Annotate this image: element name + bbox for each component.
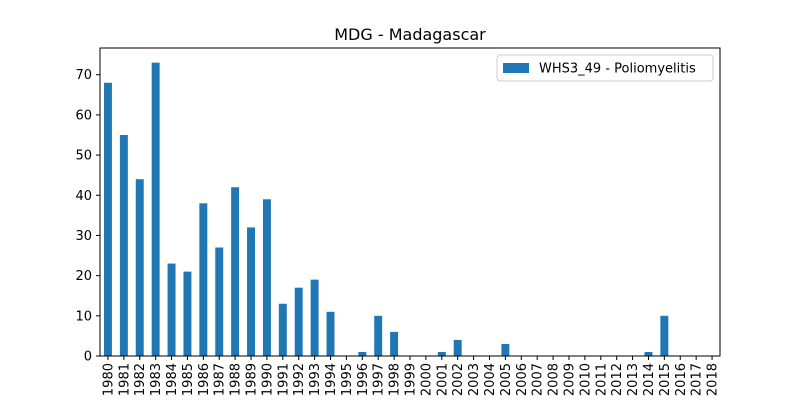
- x-tick-label: 2018: [706, 363, 721, 396]
- x-tick-label: 1985: [181, 363, 196, 396]
- bar-1990: [262, 199, 271, 356]
- bar-1992: [294, 287, 303, 356]
- x-tick-label: 2016: [674, 363, 689, 396]
- y-tick-label: 0: [84, 350, 92, 365]
- legend-swatch: [503, 63, 529, 73]
- chart-title: MDG - Madagascar: [334, 25, 486, 44]
- bar-1997: [374, 315, 383, 356]
- y-tick-label: 30: [75, 229, 92, 244]
- x-tick-label: 2004: [483, 363, 498, 396]
- x-tick-label: 2003: [467, 363, 482, 396]
- x-tick-label: 1998: [388, 363, 403, 396]
- x-tick-label: 1983: [149, 363, 164, 396]
- x-tick-label: 2010: [578, 363, 593, 396]
- y-tick-label: 50: [75, 149, 92, 164]
- plot-frame: [99, 47, 721, 357]
- x-tick-label: 2006: [515, 363, 530, 396]
- x-tick-label: 1988: [229, 363, 244, 396]
- bar-1987: [215, 247, 224, 356]
- x-tick-label: 1984: [165, 363, 180, 396]
- bar-1981: [119, 134, 128, 356]
- bar-2005: [501, 343, 510, 356]
- bar-1980: [103, 82, 112, 356]
- legend-label: WHS3_49 - Poliomyelitis: [539, 62, 696, 77]
- x-tick-label: 2015: [658, 363, 673, 396]
- bar-2002: [453, 339, 462, 356]
- x-tick-label: 1982: [133, 363, 148, 396]
- bar-1998: [390, 331, 399, 356]
- legend-box: [496, 54, 714, 82]
- bar-1984: [167, 263, 176, 356]
- x-tick-label: 2009: [562, 363, 577, 396]
- y-axis: 0 10 20 30 40 50 60 70: [75, 68, 100, 365]
- x-tick-label: 2011: [594, 363, 609, 396]
- y-tick-label: 40: [75, 189, 92, 204]
- x-tick-label: 2000: [419, 363, 434, 396]
- bar-1986: [199, 203, 208, 356]
- x-tick-label: 1993: [308, 363, 323, 396]
- bar-1993: [310, 279, 319, 356]
- x-tick-label: 1987: [213, 363, 228, 396]
- x-tick-label: 2007: [531, 363, 546, 396]
- bars-group: [103, 62, 669, 357]
- x-tick-label: 1989: [245, 363, 260, 396]
- bar-1994: [326, 311, 335, 356]
- bar-1985: [183, 271, 192, 356]
- y-tick-label: 20: [75, 269, 92, 284]
- y-tick-label: 70: [75, 68, 92, 83]
- x-tick-label: 1980: [101, 363, 116, 396]
- y-tick-label: 60: [75, 108, 92, 123]
- x-tick-label: 2017: [690, 363, 705, 396]
- x-tick-label: 1991: [276, 363, 291, 396]
- bar-2015: [660, 315, 669, 356]
- x-tick-label: 1994: [324, 363, 339, 396]
- bar-1988: [231, 187, 240, 356]
- x-tick-label: 2013: [626, 363, 641, 396]
- x-tick-label: 2005: [499, 363, 514, 396]
- x-tick-label: 1997: [372, 363, 387, 396]
- bar-1982: [135, 179, 144, 356]
- x-tick-label: 1999: [404, 363, 419, 396]
- x-tick-label: 2002: [451, 363, 466, 396]
- x-tick-label: 2012: [610, 363, 625, 396]
- x-tick-label: 1986: [197, 363, 212, 396]
- bar-1983: [151, 62, 160, 357]
- x-tick-label: 1990: [260, 363, 275, 396]
- x-axis: 1980 1981 1982 1983 1984 1985 1986 1987 1988 1989…: [101, 356, 721, 396]
- x-tick-label: 1995: [340, 363, 355, 396]
- x-tick-label: 2008: [547, 363, 562, 396]
- bar-1991: [278, 303, 287, 356]
- bar-2014: [644, 351, 653, 356]
- x-tick-label: 1981: [117, 363, 132, 396]
- bar-1989: [247, 227, 255, 356]
- bar-1996: [358, 351, 367, 356]
- x-tick-label: 2001: [435, 363, 450, 396]
- x-tick-label: 2014: [642, 363, 657, 396]
- x-tick-label: 1992: [292, 363, 307, 396]
- x-tick-label: 1996: [356, 363, 371, 396]
- bar-2001: [437, 351, 446, 356]
- legend: WHS3_49 - Poliomyelitis: [496, 54, 714, 82]
- y-tick-label: 10: [75, 309, 92, 324]
